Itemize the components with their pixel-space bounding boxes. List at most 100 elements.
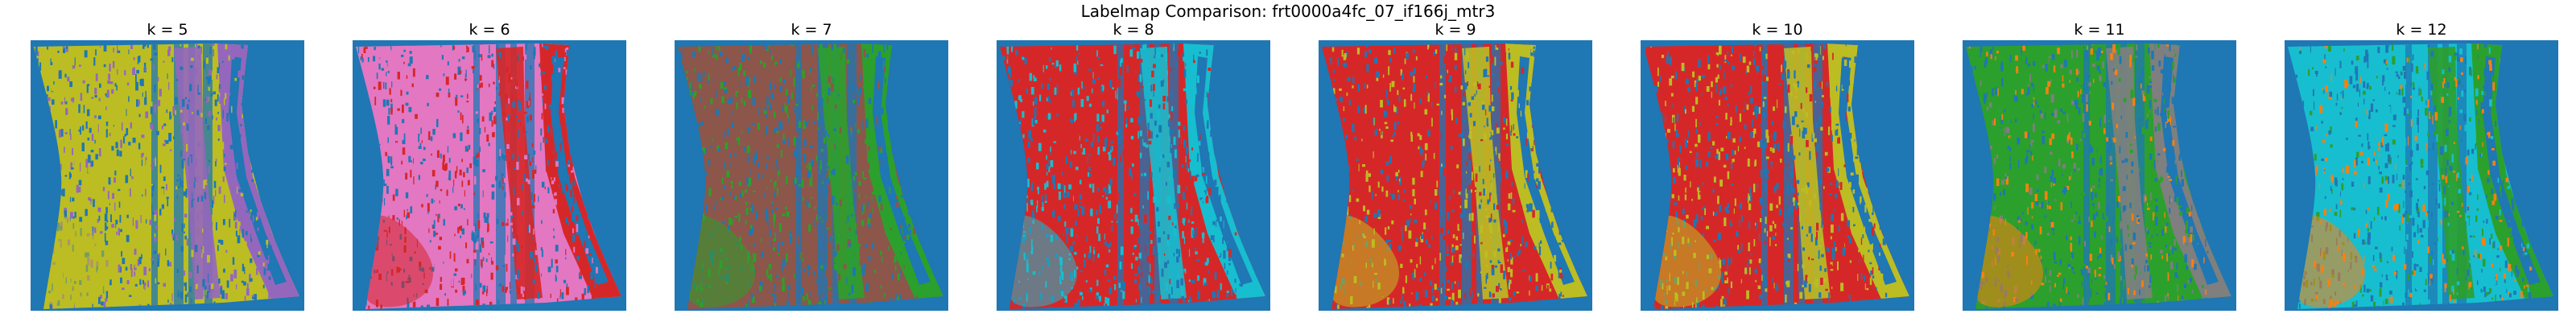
pixel-speckle bbox=[731, 110, 733, 117]
pixel-speckle bbox=[1381, 130, 1383, 135]
pixel-speckle bbox=[1416, 263, 1418, 268]
pixel-speckle bbox=[1715, 52, 1719, 56]
pixel-speckle bbox=[125, 175, 129, 184]
pixel-speckle bbox=[1381, 186, 1384, 192]
pixel-speckle bbox=[534, 258, 536, 263]
pixel-speckle bbox=[1178, 122, 1181, 126]
pixel-speckle bbox=[828, 171, 831, 180]
pixel-speckle bbox=[725, 191, 729, 196]
pixel-speckle bbox=[1863, 254, 1864, 261]
pixel-speckle bbox=[1388, 50, 1391, 56]
pixel-speckle bbox=[1074, 303, 1078, 309]
pixel-speckle bbox=[1730, 106, 1732, 112]
pixel-speckle bbox=[1695, 143, 1698, 149]
pixel-speckle bbox=[1402, 87, 1406, 90]
pixel-speckle bbox=[865, 196, 867, 198]
pixel-speckle bbox=[136, 99, 139, 107]
pixel-speckle bbox=[130, 122, 132, 129]
pixel-speckle bbox=[109, 64, 111, 72]
pixel-speckle bbox=[555, 245, 559, 252]
pixel-speckle bbox=[1131, 163, 1134, 167]
pixel-speckle bbox=[1152, 246, 1155, 255]
pixel-speckle bbox=[1224, 262, 1226, 270]
pixel-speckle bbox=[776, 187, 778, 196]
pixel-speckle bbox=[1409, 205, 1413, 209]
pixel-speckle bbox=[1473, 82, 1476, 87]
pixel-speckle bbox=[395, 188, 398, 196]
pixel-speckle bbox=[105, 226, 109, 229]
pixel-speckle bbox=[361, 57, 364, 63]
pixel-speckle bbox=[1734, 151, 1736, 155]
pixel-speckle bbox=[1410, 275, 1413, 280]
pixel-speckle bbox=[133, 74, 135, 83]
pixel-speckle bbox=[1113, 275, 1117, 280]
pixel-speckle bbox=[688, 90, 691, 96]
pixel-speckle bbox=[1062, 184, 1064, 190]
pixel-speckle bbox=[850, 128, 852, 135]
pixel-speckle bbox=[749, 165, 751, 168]
pixel-speckle bbox=[485, 110, 489, 113]
pixel-speckle bbox=[712, 78, 714, 82]
pixel-speckle bbox=[90, 199, 92, 205]
pixel-speckle bbox=[175, 234, 178, 241]
pixel-speckle bbox=[1086, 236, 1088, 242]
labelmap-image bbox=[997, 40, 1270, 311]
pixel-speckle bbox=[1496, 190, 1498, 193]
pixel-speckle bbox=[1366, 64, 1369, 72]
pixel-speckle bbox=[1098, 233, 1100, 242]
pixel-speckle bbox=[579, 246, 581, 249]
pixel-speckle bbox=[808, 224, 811, 232]
pixel-speckle bbox=[803, 154, 806, 163]
pixel-speckle bbox=[1385, 126, 1389, 129]
pixel-speckle bbox=[208, 110, 211, 117]
pixel-speckle bbox=[237, 221, 241, 226]
pixel-speckle bbox=[216, 118, 217, 121]
pixel-speckle bbox=[439, 88, 442, 91]
pixel-speckle bbox=[1443, 276, 1445, 281]
pixel-speckle bbox=[1363, 205, 1365, 212]
pixel-speckle bbox=[515, 247, 518, 254]
pixel-speckle bbox=[1477, 83, 1481, 89]
pixel-speckle bbox=[75, 97, 77, 105]
pixel-speckle bbox=[415, 146, 419, 149]
pixel-speckle bbox=[741, 190, 744, 197]
pixel-speckle bbox=[1375, 194, 1377, 196]
pixel-speckle bbox=[727, 99, 730, 104]
pixel-speckle bbox=[449, 143, 451, 146]
pixel-speckle bbox=[186, 238, 188, 246]
pixel-speckle bbox=[489, 301, 493, 307]
pixel-speckle bbox=[503, 178, 507, 183]
pixel-speckle bbox=[838, 284, 841, 290]
pixel-speckle bbox=[1734, 187, 1737, 191]
pixel-speckle bbox=[802, 70, 805, 79]
pixel-speckle bbox=[762, 298, 764, 301]
pixel-speckle bbox=[1148, 275, 1150, 283]
pixel-speckle bbox=[1192, 230, 1194, 236]
pixel-speckle bbox=[175, 79, 179, 81]
pixel-speckle bbox=[851, 284, 854, 294]
pixel-speckle bbox=[262, 284, 265, 289]
pixel-speckle bbox=[1406, 114, 1408, 122]
pixel-speckle bbox=[1440, 75, 1443, 79]
pixel-speckle bbox=[547, 266, 551, 273]
pixel-speckle bbox=[1065, 227, 1069, 235]
pixel-speckle bbox=[493, 116, 497, 125]
pixel-speckle bbox=[361, 54, 363, 60]
pixel-speckle bbox=[1700, 216, 1703, 221]
pixel-speckle bbox=[1174, 221, 1177, 225]
pixel-speckle bbox=[1682, 208, 1685, 215]
pixel-speckle bbox=[1748, 242, 1750, 252]
pixel-speckle bbox=[1497, 222, 1500, 232]
pixel-speckle bbox=[440, 44, 442, 47]
pixel-speckle bbox=[47, 43, 48, 50]
pixel-speckle bbox=[708, 50, 710, 53]
pixel-speckle bbox=[1480, 225, 1483, 233]
pixel-speckle bbox=[159, 208, 162, 216]
pixel-speckle bbox=[1356, 47, 1360, 55]
pixel-speckle bbox=[1036, 205, 1038, 213]
pixel-speckle bbox=[49, 304, 52, 309]
pixel-speckle bbox=[1226, 291, 1229, 294]
pixel-speckle bbox=[793, 136, 796, 146]
pixel-speckle bbox=[832, 196, 835, 204]
pixel-speckle bbox=[1075, 128, 1078, 138]
